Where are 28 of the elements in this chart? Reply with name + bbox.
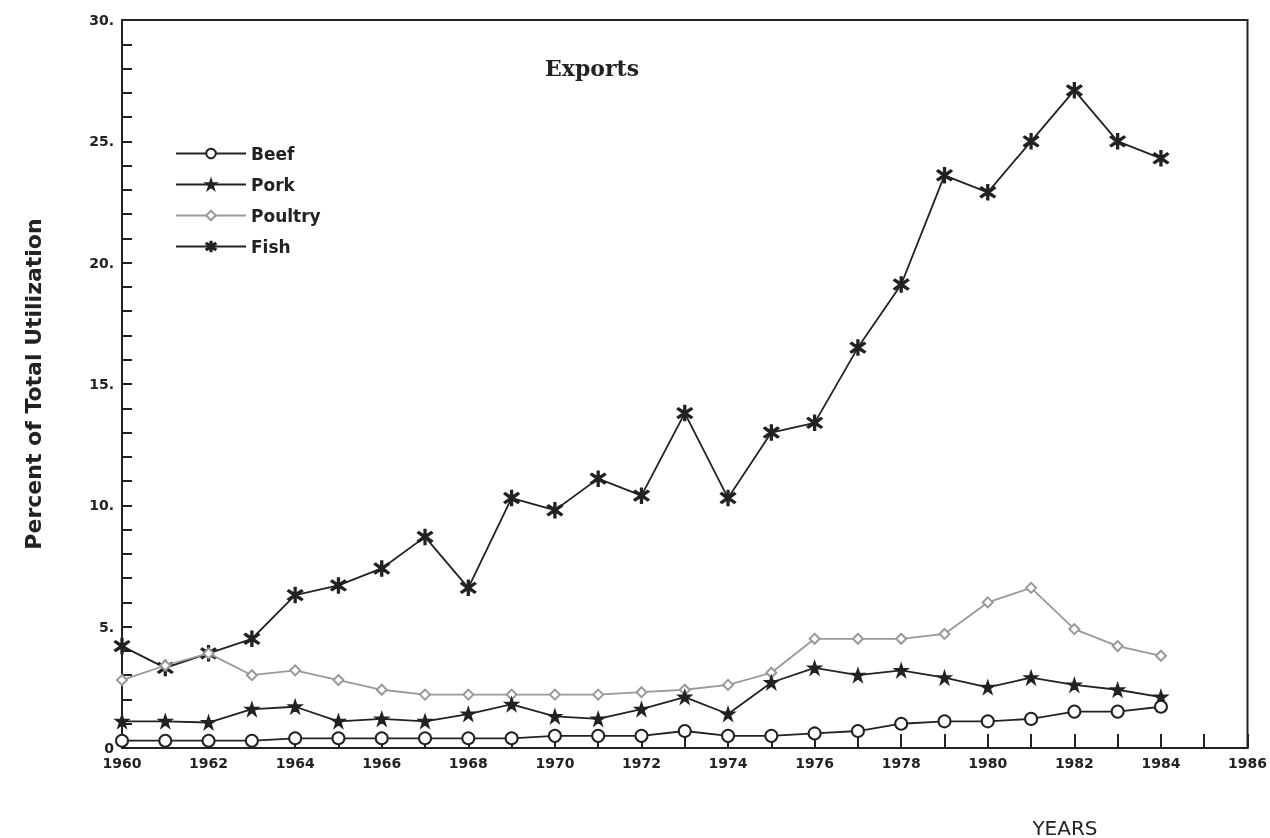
legend-label: Beef: [251, 143, 296, 164]
y-tick-label: 15.: [89, 376, 114, 392]
x-tick-label: 1976: [795, 755, 835, 771]
y-axis-title: Percent of Total Utilization: [20, 218, 46, 550]
x-axis-title: YEARS: [1031, 816, 1098, 838]
y-tick-label: 25.: [89, 133, 114, 150]
x-tick-label: 1982: [1054, 755, 1094, 771]
x-tick-label: 1978: [881, 755, 921, 771]
x-tick-label: 1974: [708, 755, 748, 771]
x-tick-label: 1970: [535, 755, 575, 771]
x-tick-label: 1966: [362, 755, 402, 771]
y-tick-label: 20.: [89, 254, 114, 271]
x-tick-label: 1964: [275, 755, 315, 771]
x-tick-label: 1962: [189, 755, 229, 771]
legend-label: Fish: [251, 236, 291, 257]
text: Exports: [545, 55, 640, 81]
y-tick-label: 10.: [89, 497, 114, 514]
legend-label: Pork: [251, 174, 296, 195]
x-tick-label: 1972: [621, 755, 661, 771]
x-tick-label: 1984: [1141, 755, 1181, 771]
x-tick-label: 1960: [102, 755, 142, 771]
y-tick-label: 5.: [98, 618, 114, 635]
x-tick-label: 1980: [968, 755, 1008, 771]
x-tick-label: 1968: [448, 755, 488, 771]
legend-label: Poultry: [251, 205, 321, 226]
x-tick-label: 1986: [1228, 755, 1267, 771]
y-tick-label: 0: [104, 740, 115, 756]
y-tick-label: 30.: [89, 12, 114, 28]
